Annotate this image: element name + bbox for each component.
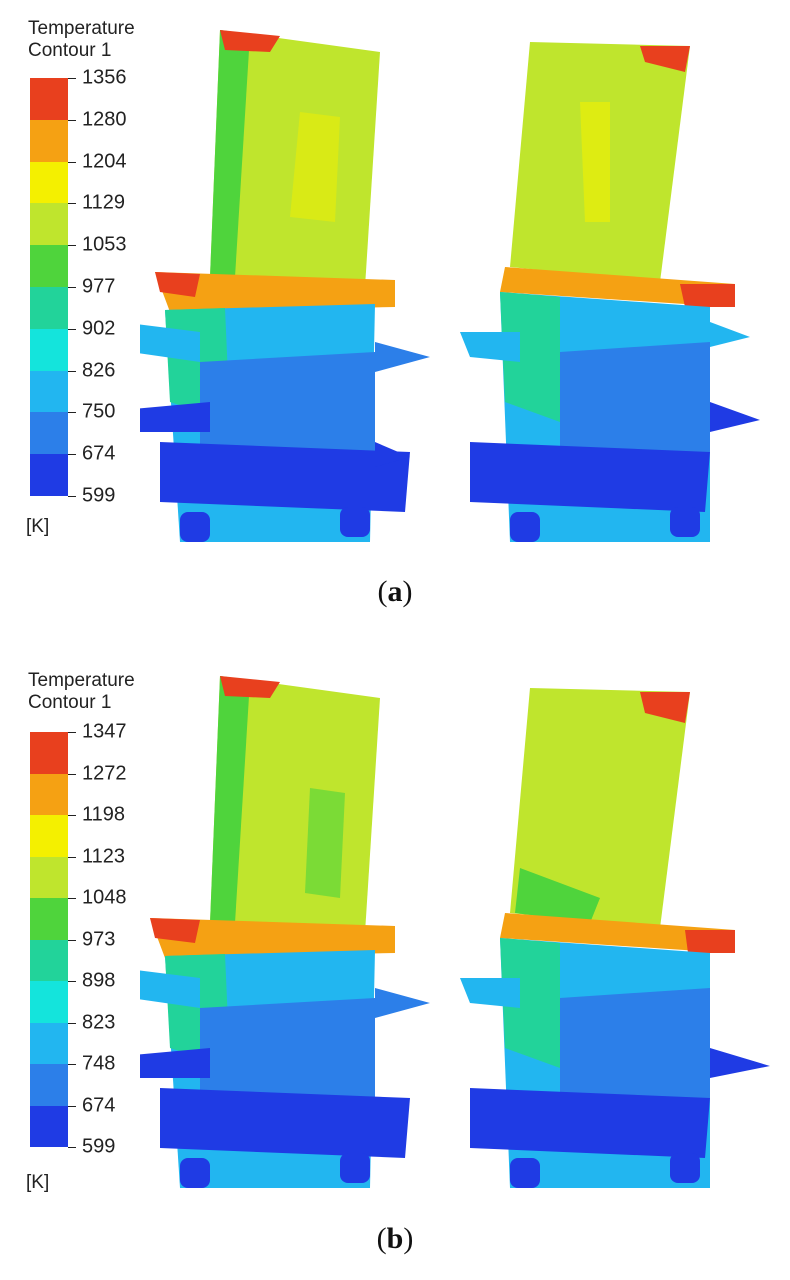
color-band (30, 773, 68, 815)
tick-label: 1347 (82, 720, 127, 743)
tick-label: 599 (82, 1135, 116, 1158)
tick-mark (68, 773, 76, 775)
blade-right (460, 42, 760, 542)
tick-label: 977 (82, 275, 116, 298)
tick-label: 1198 (82, 803, 126, 826)
tick-label: 1053 (82, 233, 127, 256)
tick-label: 973 (82, 928, 116, 950)
color-band (30, 732, 68, 774)
color-band (30, 412, 68, 455)
color-band (30, 856, 68, 898)
tick-mark (68, 898, 76, 899)
tick-label: 1123 (82, 845, 126, 867)
color-band (30, 939, 68, 981)
tick-label: 826 (82, 359, 116, 382)
legend-subtitle: Contour 1 (28, 40, 112, 61)
unit-label: [K] (26, 516, 50, 537)
figure-caption: (b) (376, 1222, 414, 1255)
tick-mark (68, 1064, 76, 1065)
tick-label: 902 (82, 317, 116, 340)
color-band (30, 815, 68, 857)
tick-mark (68, 78, 76, 79)
tick-label: 674 (82, 1094, 116, 1116)
tick-mark (68, 119, 76, 121)
legend-title: Temperature (28, 670, 135, 691)
blade-left (140, 30, 430, 542)
color-band (30, 328, 68, 371)
tick-mark (68, 815, 76, 816)
legend-title: Temperature (28, 18, 135, 39)
panel-a: Temperature Contour 1 1356 1280 1204 1129 10… (26, 18, 760, 608)
tick-label: 748 (82, 1052, 116, 1075)
tick-label: 823 (82, 1011, 116, 1033)
tick-mark (68, 245, 76, 247)
tick-label: 599 (82, 484, 116, 507)
color-band (30, 203, 68, 246)
tick-mark (68, 1147, 76, 1148)
tick-mark (68, 370, 76, 372)
color-scale-bar (30, 78, 68, 496)
color-band (30, 370, 68, 413)
tick-label: 1272 (82, 762, 127, 784)
tick-mark (68, 1105, 76, 1107)
tick-label: 1048 (82, 886, 127, 909)
color-band (30, 1105, 68, 1147)
tick-mark (68, 412, 76, 414)
tick-mark (68, 496, 76, 497)
color-band (30, 981, 68, 1023)
turbine-blade-contours (140, 30, 760, 542)
panel-b: Temperature Contour 1 1347 1272 1198 1123 10… (0, 640, 790, 1280)
turbine-blade-contours (140, 676, 770, 1188)
unit-label: [K] (26, 1172, 50, 1193)
figure-caption: (a) (377, 575, 413, 608)
tick-mark (68, 454, 76, 456)
tick-mark (68, 161, 76, 163)
blade-right (460, 688, 770, 1188)
color-band (30, 1022, 68, 1064)
tick-label: 674 (82, 442, 116, 465)
color-band (30, 454, 68, 496)
tick-mark (68, 203, 76, 205)
blade-left (140, 676, 430, 1188)
tick-label: 898 (82, 969, 116, 992)
tick-mark (68, 732, 76, 733)
color-band (30, 1064, 68, 1106)
legend-subtitle: Contour 1 (28, 692, 112, 713)
tick-label: 1356 (82, 66, 127, 89)
color-band (30, 78, 68, 120)
tick-label: 1280 (82, 108, 127, 131)
color-scale-bar (30, 732, 68, 1147)
tick-mark (68, 981, 76, 982)
color-band (30, 286, 68, 329)
tick-mark (68, 328, 76, 330)
color-band (30, 898, 68, 940)
color-band (30, 245, 68, 287)
tick-label: 1129 (82, 191, 126, 214)
tick-label: 1204 (82, 150, 127, 173)
color-band (30, 119, 68, 162)
color-band (30, 161, 68, 204)
tick-mark (68, 939, 76, 941)
tick-mark (68, 287, 76, 288)
tick-mark (68, 1022, 76, 1024)
tick-label: 750 (82, 400, 116, 423)
tick-mark (68, 856, 76, 858)
